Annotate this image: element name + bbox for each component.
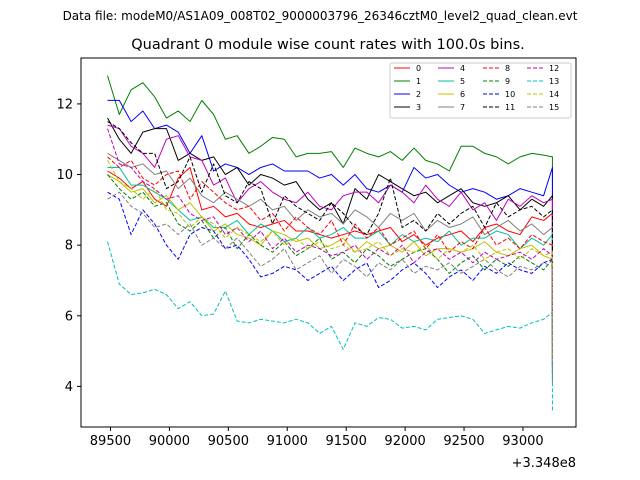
legend-entry-7: 7 bbox=[438, 103, 465, 112]
x-offset-label: +3.348e8 bbox=[512, 456, 576, 471]
x-tick-label: 91500 bbox=[325, 434, 366, 449]
series-line-15 bbox=[107, 191, 553, 383]
x-tick-label: 90500 bbox=[208, 434, 249, 449]
legend-entry-4: 4 bbox=[438, 64, 465, 73]
x-tick-label: 92000 bbox=[384, 434, 425, 449]
legend-entry-10: 10 bbox=[483, 90, 515, 99]
legend-label: 1 bbox=[416, 77, 421, 86]
plot-frame bbox=[80, 57, 577, 428]
y-axis-ticks: 4 6 8 10 12 bbox=[56, 97, 81, 395]
y-tick-label: 10 bbox=[56, 168, 73, 183]
series-line-0 bbox=[107, 166, 553, 345]
legend-label: 0 bbox=[416, 64, 421, 73]
legend-entry-15: 15 bbox=[527, 103, 559, 112]
chart-suptitle: Data file: modeM0/AS1A09_008T02_90000037… bbox=[63, 9, 578, 23]
legend-entry-3: 3 bbox=[394, 103, 421, 112]
series-line-14 bbox=[107, 160, 553, 362]
y-tick-label: 6 bbox=[65, 309, 73, 324]
legend-frame bbox=[389, 62, 572, 119]
x-axis-ticks: 89500 90000 90500 91000 91500 92000 92500 93000 bbox=[90, 427, 544, 449]
chart-title: Quadrant 0 module wise count rates with … bbox=[131, 37, 525, 53]
y-tick-label: 8 bbox=[65, 239, 73, 254]
legend-label: 12 bbox=[549, 64, 559, 73]
x-tick-label: 93000 bbox=[502, 434, 543, 449]
y-tick-label: 4 bbox=[65, 380, 73, 395]
series-line-6 bbox=[107, 174, 553, 366]
series-line-5 bbox=[107, 166, 553, 359]
legend-label: 10 bbox=[505, 90, 515, 99]
legend-entry-2: 2 bbox=[394, 90, 421, 99]
legend-label: 13 bbox=[549, 77, 559, 86]
legend-label: 2 bbox=[416, 90, 421, 99]
legend-label: 5 bbox=[460, 77, 465, 86]
x-tick-label: 92500 bbox=[443, 434, 484, 449]
series-line-4 bbox=[107, 124, 553, 345]
legend-entry-8: 8 bbox=[483, 64, 510, 73]
legend-entry-6: 6 bbox=[438, 90, 465, 99]
legend-label: 8 bbox=[505, 64, 510, 73]
legend-entry-1: 1 bbox=[394, 77, 421, 86]
legend-label: 3 bbox=[416, 103, 421, 112]
series-line-3 bbox=[107, 117, 553, 323]
legend-entry-13: 13 bbox=[527, 77, 559, 86]
series-line-7 bbox=[107, 152, 553, 352]
series-line-12 bbox=[107, 128, 553, 373]
series-line-13 bbox=[107, 241, 553, 412]
legend-entry-11: 11 bbox=[483, 103, 515, 112]
series-line-2 bbox=[107, 99, 553, 334]
x-tick-label: 89500 bbox=[90, 434, 131, 449]
legend-label: 14 bbox=[549, 90, 559, 99]
legend-label: 4 bbox=[460, 64, 465, 73]
legend-entry-14: 14 bbox=[527, 90, 559, 99]
legend-label: 7 bbox=[460, 103, 465, 112]
legend-entry-5: 5 bbox=[438, 77, 465, 86]
x-tick-label: 91000 bbox=[267, 434, 308, 449]
x-tick-label: 90000 bbox=[149, 434, 190, 449]
legend-entry-12: 12 bbox=[527, 64, 559, 73]
series-line-10 bbox=[107, 191, 553, 376]
series-line-1 bbox=[107, 75, 553, 330]
y-tick-label: 12 bbox=[56, 97, 73, 112]
plot-area bbox=[81, 58, 576, 427]
legend-label: 15 bbox=[549, 103, 559, 112]
legend-label: 9 bbox=[505, 77, 510, 86]
legend-label: 11 bbox=[505, 103, 515, 112]
legend-label: 6 bbox=[460, 90, 465, 99]
series-layer bbox=[107, 75, 553, 412]
legend-entry-0: 0 bbox=[394, 64, 421, 73]
legend-entry-9: 9 bbox=[483, 77, 510, 86]
